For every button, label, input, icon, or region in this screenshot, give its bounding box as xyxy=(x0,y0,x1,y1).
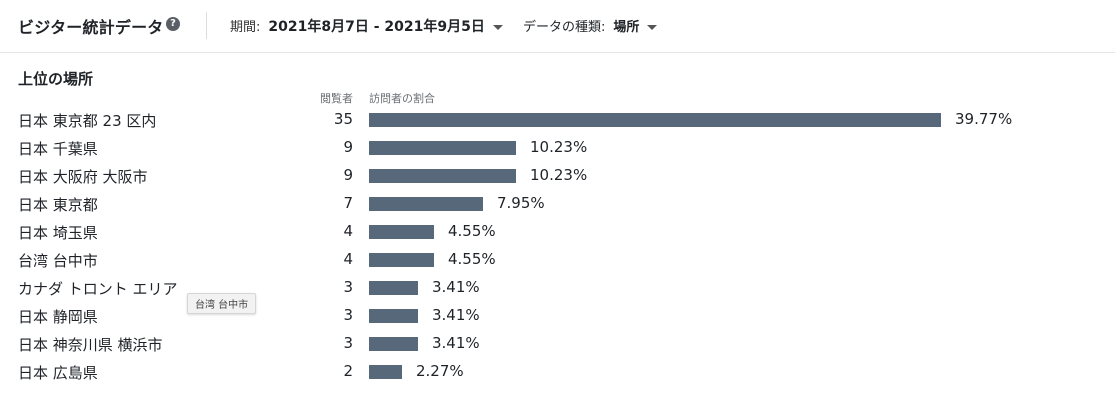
location-name: 日本 東京都 23 区内 xyxy=(18,112,157,130)
share-bar xyxy=(369,169,516,183)
share-percent: 3.41% xyxy=(432,334,480,352)
share-percent: 4.55% xyxy=(448,222,496,240)
page-title: ビジター統計データ xyxy=(18,18,164,37)
list-item: 日本 東京都 23 区内 35 39.77% xyxy=(0,106,1115,134)
tooltip: 台湾 台中市 xyxy=(187,293,257,314)
chevron-down-icon xyxy=(647,25,658,30)
share-percent: 7.95% xyxy=(497,194,545,212)
period-label: 期間: xyxy=(230,20,261,35)
viewer-count: 7 xyxy=(343,194,353,212)
column-header-share: 訪問者の割合 xyxy=(369,92,435,105)
list-item: 日本 埼玉県 4 4.55% xyxy=(0,218,1115,246)
list-item: 日本 静岡県 3 3.41% xyxy=(0,302,1115,330)
viewer-count: 3 xyxy=(343,278,353,296)
location-name: 日本 埼玉県 xyxy=(18,224,98,242)
period-value: 2021年8月7日 - 2021年9月5日 xyxy=(268,19,485,35)
location-name: 日本 広島県 xyxy=(18,364,98,382)
list-item: 日本 神奈川県 横浜市 3 3.41% xyxy=(0,330,1115,358)
share-percent: 3.41% xyxy=(432,306,480,324)
list-item: 日本 東京都 7 7.95% xyxy=(0,190,1115,218)
locations-list: 日本 東京都 23 区内 35 39.77% 日本 千葉県 9 10.23% 日本 大阪府 … xyxy=(0,106,1115,386)
question-circle-icon[interactable]: ? xyxy=(166,17,180,31)
share-bar xyxy=(369,113,941,127)
share-bar xyxy=(369,197,483,211)
share-percent: 39.77% xyxy=(955,110,1013,128)
viewer-count: 2 xyxy=(343,362,353,380)
column-header-views: 閲覧者 xyxy=(320,92,353,105)
location-name: 日本 大阪府 大阪市 xyxy=(18,168,148,186)
share-bar xyxy=(369,281,418,295)
data-type-dropdown[interactable]: データの種類: 場所 xyxy=(523,16,658,35)
list-item: 日本 千葉県 9 10.23% xyxy=(0,134,1115,162)
location-name: 台湾 台中市 xyxy=(18,252,98,270)
location-name: 日本 東京都 xyxy=(18,196,98,214)
data-type-label: データの種類: xyxy=(523,20,606,35)
share-bar xyxy=(369,365,402,379)
list-item: 日本 大阪府 大阪市 9 10.23% xyxy=(0,162,1115,190)
share-bar xyxy=(369,337,418,351)
period-dropdown[interactable]: 期間: 2021年8月7日 - 2021年9月5日 xyxy=(230,16,503,36)
viewer-count: 3 xyxy=(343,334,353,352)
list-item: 日本 広島県 2 2.27% xyxy=(0,358,1115,386)
viewer-count: 3 xyxy=(343,306,353,324)
share-bar xyxy=(369,253,434,267)
share-percent: 2.27% xyxy=(416,362,464,380)
location-name: カナダ トロント エリア xyxy=(18,280,178,298)
viewer-count: 4 xyxy=(343,222,353,240)
share-bar xyxy=(369,141,516,155)
toolbar-divider xyxy=(206,12,207,39)
share-percent: 3.41% xyxy=(432,278,480,296)
location-name: 日本 神奈川県 横浜市 xyxy=(18,336,163,354)
list-item: 台湾 台中市 4 4.55% xyxy=(0,246,1115,274)
viewer-count: 9 xyxy=(343,138,353,156)
share-percent: 10.23% xyxy=(530,138,588,156)
viewer-count: 4 xyxy=(343,250,353,268)
share-bar xyxy=(369,225,434,239)
share-percent: 10.23% xyxy=(530,166,588,184)
location-name: 日本 千葉県 xyxy=(18,140,98,158)
list-item: カナダ トロント エリア 3 3.41% xyxy=(0,274,1115,302)
share-bar xyxy=(369,309,418,323)
share-percent: 4.55% xyxy=(448,250,496,268)
viewer-count: 35 xyxy=(333,110,353,128)
chevron-down-icon xyxy=(492,25,503,30)
section-title: 上位の場所 xyxy=(18,70,94,88)
viewer-count: 9 xyxy=(343,166,353,184)
data-type-value: 場所 xyxy=(613,20,640,35)
toolbar: ビジター統計データ ? 期間: 2021年8月7日 - 2021年9月5日 データ… xyxy=(0,0,1115,53)
location-name: 日本 静岡県 xyxy=(18,308,98,326)
